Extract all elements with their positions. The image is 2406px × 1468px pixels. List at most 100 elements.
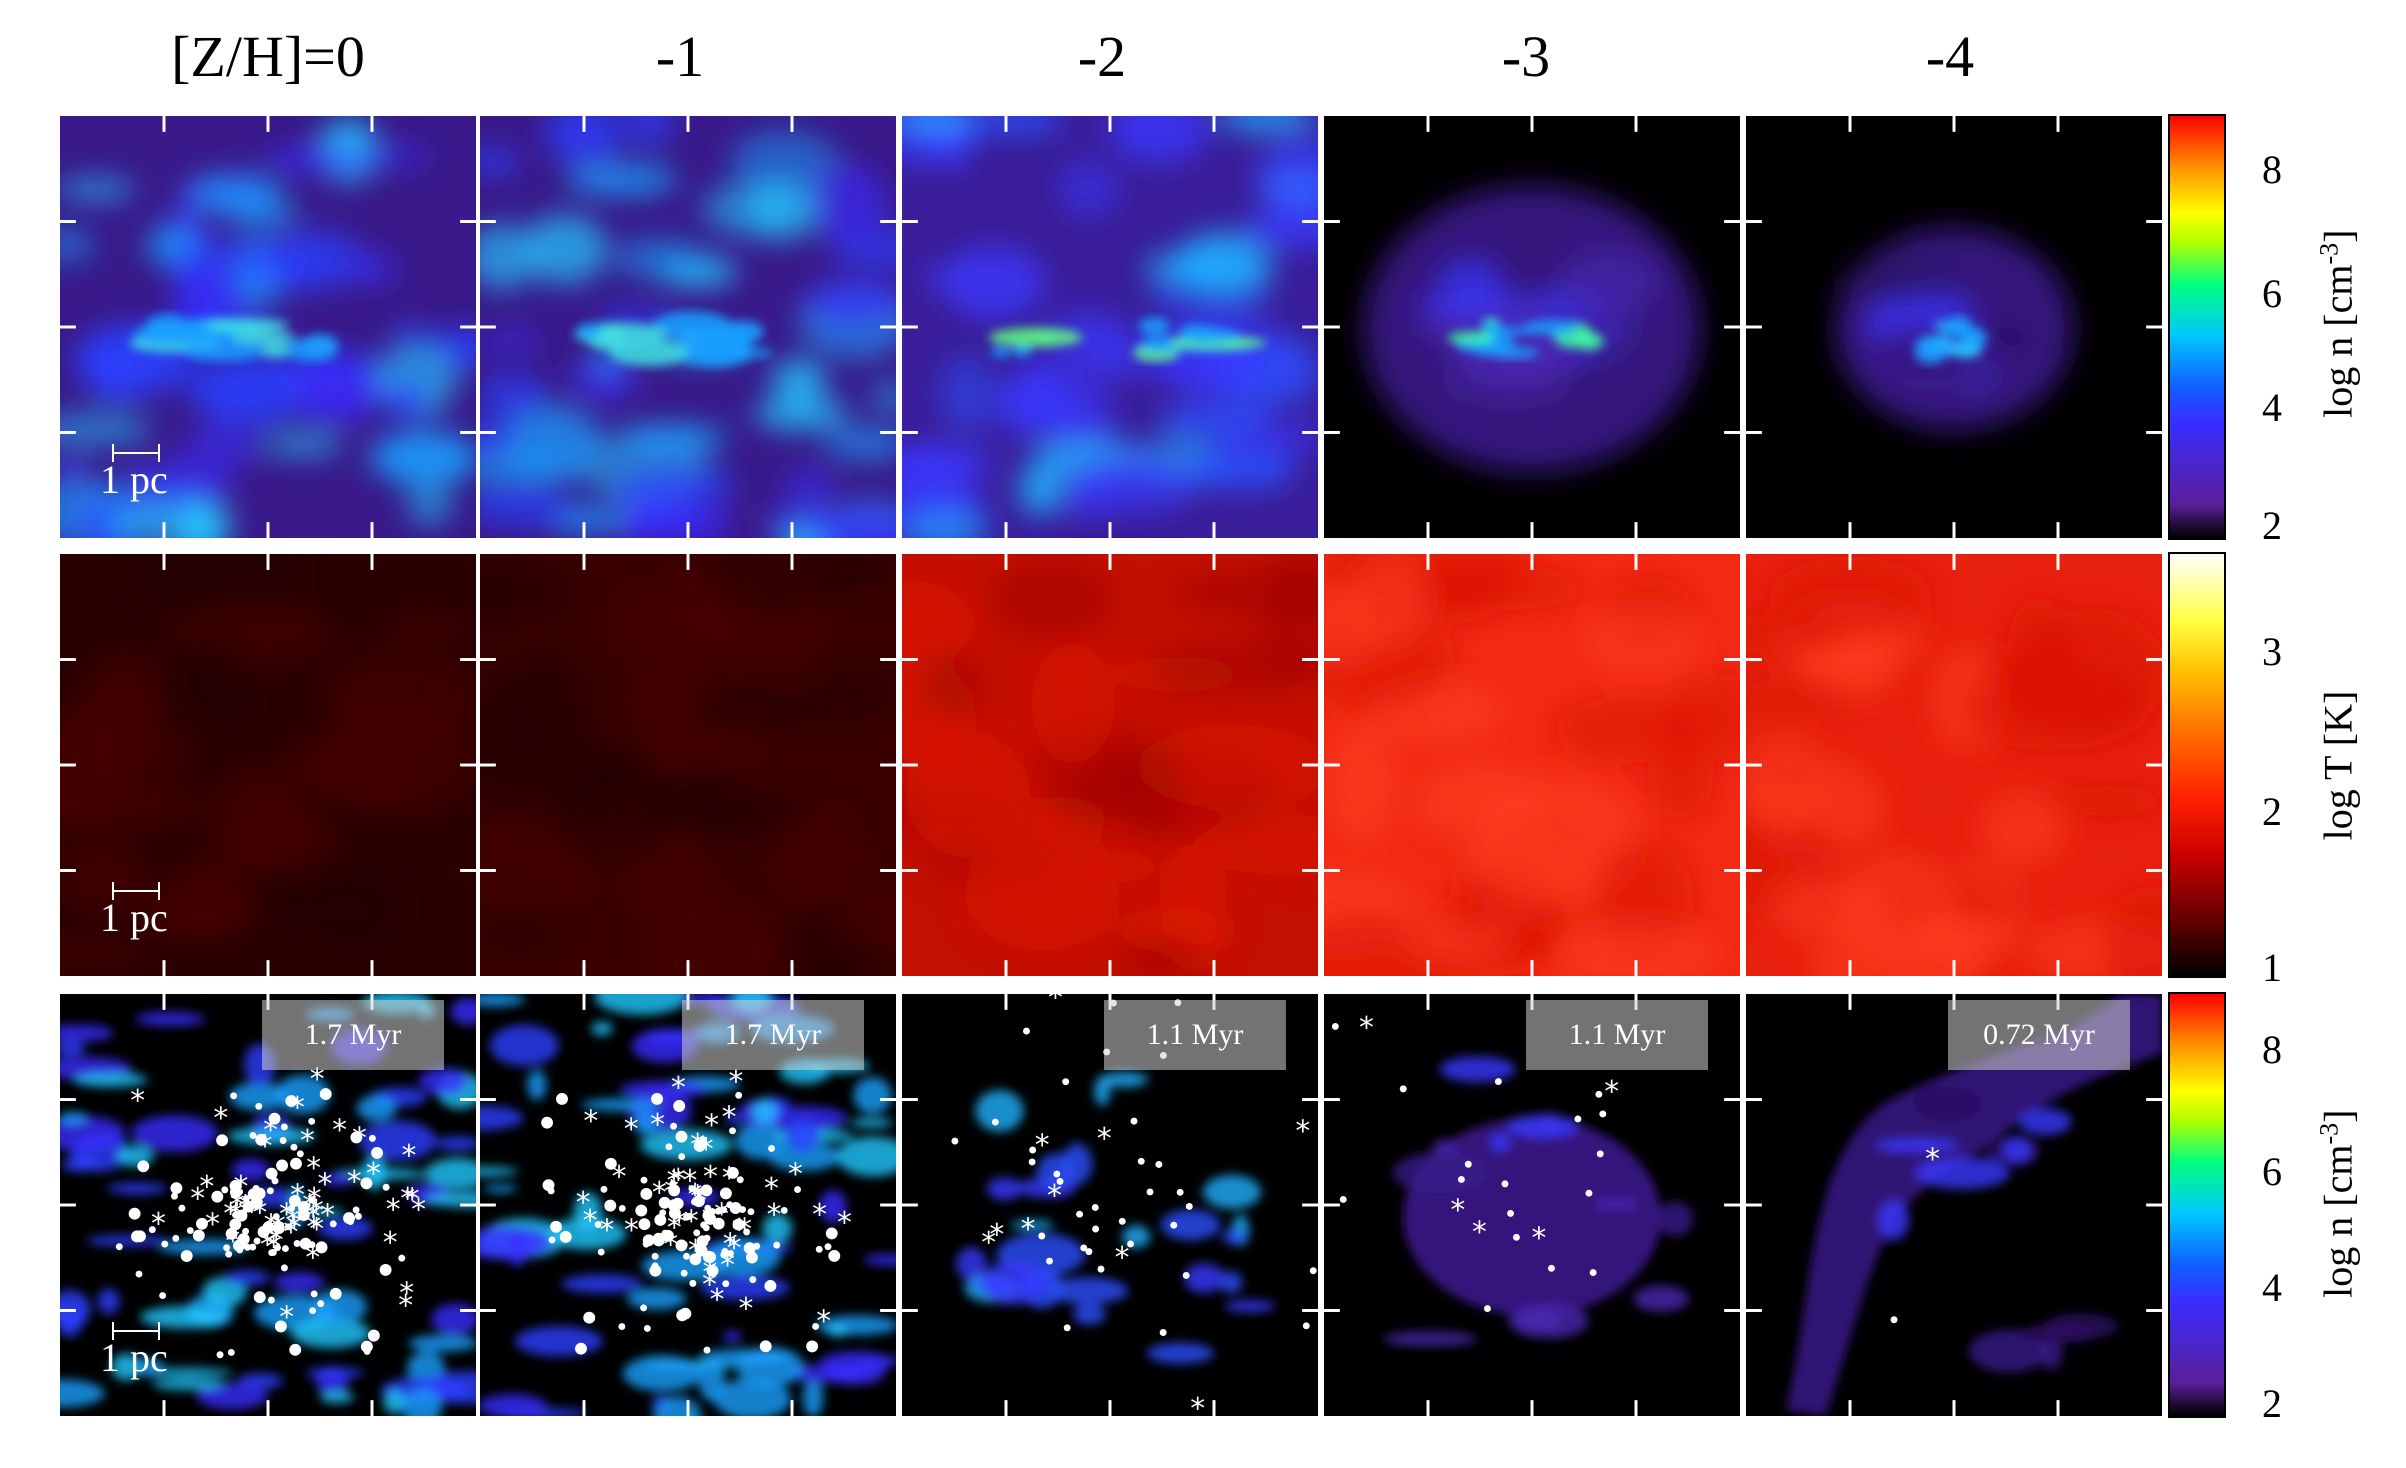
- svg-text:*: *: [1035, 1128, 1050, 1163]
- svg-text:*: *: [310, 1062, 325, 1097]
- panel-row2-col2: [478, 552, 898, 978]
- svg-text:*: *: [306, 1199, 321, 1234]
- svg-text:*: *: [690, 1127, 705, 1162]
- cb3-tick-8: 8: [2262, 1027, 2282, 1072]
- svg-text:*: *: [722, 1161, 737, 1196]
- column-title-z-3: -3: [1501, 24, 1551, 89]
- svg-text:*: *: [306, 1151, 321, 1186]
- colorbar-label-density-bottom: log n [cm-3]: [2314, 1109, 2361, 1298]
- svg-text:*: *: [1450, 1193, 1465, 1228]
- svg-text:*: *: [989, 1217, 1004, 1252]
- cb1-tick-8: 8: [2262, 147, 2282, 192]
- svg-text:*: *: [576, 1186, 591, 1221]
- svg-text:*: *: [710, 1282, 725, 1317]
- svg-text:*: *: [306, 1210, 321, 1245]
- svg-text:*: *: [332, 1113, 347, 1148]
- cb1-tick-4: 4: [2262, 385, 2282, 430]
- colorbar-temperature: [2168, 552, 2226, 978]
- panel-row3-col3: ***********1.1 Myr: [900, 992, 1320, 1418]
- panel-image-row2-col4: [1324, 554, 1740, 976]
- cb2-tick-2: 2: [2262, 789, 2282, 834]
- svg-text:*: *: [347, 1164, 362, 1199]
- svg-text:*: *: [213, 1101, 228, 1136]
- svg-text:*: *: [386, 1192, 401, 1227]
- svg-text:*: *: [1295, 1114, 1310, 1149]
- svg-text:*: *: [1115, 1241, 1130, 1276]
- panel-row2-col4: [1322, 552, 1742, 978]
- scale-bar-label: 1 pc: [100, 457, 168, 502]
- column-title-z-4: -4: [1925, 24, 1975, 89]
- svg-text:*: *: [612, 1159, 627, 1194]
- svg-text:*: *: [309, 1193, 324, 1228]
- svg-text:*: *: [981, 1225, 996, 1260]
- svg-text:*: *: [788, 1157, 803, 1192]
- svg-text:*: *: [816, 1304, 831, 1339]
- svg-text:*: *: [767, 1198, 782, 1233]
- time-label: 1.1 Myr: [1104, 1000, 1286, 1070]
- svg-text:*: *: [737, 1212, 752, 1247]
- svg-text:*: *: [205, 1207, 220, 1242]
- svg-text:*: *: [684, 1204, 699, 1239]
- svg-text:*: *: [672, 1205, 687, 1240]
- svg-text:*: *: [723, 1227, 738, 1262]
- svg-text:*: *: [190, 1182, 205, 1217]
- svg-text:*: *: [398, 1288, 413, 1323]
- panel-image-row2-col5: [1746, 554, 2162, 976]
- panel-row1-col2: [478, 114, 898, 540]
- panel-image-row1-col1: [60, 116, 476, 538]
- svg-text:*: *: [1925, 1142, 1940, 1177]
- svg-text:*: *: [383, 1226, 398, 1261]
- panel-image-row1-col2: [480, 116, 896, 538]
- panel-row2-col1: 1 pc: [58, 552, 478, 978]
- panel-image-row2-col1: [60, 554, 476, 976]
- svg-text:*: *: [727, 1231, 742, 1266]
- panel-row2-col3: [900, 552, 1320, 978]
- panel-image-row3-col3: ***********: [902, 994, 1318, 1416]
- svg-text:*: *: [702, 1267, 717, 1302]
- panel-image-row1-col5: [1746, 116, 2162, 538]
- svg-text:*: *: [151, 1207, 166, 1242]
- svg-text:*: *: [664, 1174, 679, 1209]
- svg-text:*: *: [366, 1157, 381, 1192]
- cb3-tick-4: 4: [2262, 1265, 2282, 1310]
- svg-text:*: *: [317, 1167, 332, 1202]
- time-label: 1.1 Myr: [1526, 1000, 1708, 1070]
- svg-text:*: *: [411, 1193, 426, 1228]
- svg-text:*: *: [722, 1100, 737, 1135]
- svg-text:*: *: [671, 1070, 686, 1105]
- svg-text:*: *: [1047, 1179, 1062, 1214]
- svg-text:*: *: [130, 1083, 145, 1118]
- scale-bar: [112, 1322, 160, 1340]
- svg-text:*: *: [738, 1291, 753, 1326]
- scale-bar: [112, 882, 160, 900]
- panel-image-row1-col3: [902, 116, 1318, 538]
- svg-text:*: *: [583, 1203, 598, 1238]
- svg-text:*: *: [599, 1213, 614, 1248]
- column-title-z-2: -2: [1077, 24, 1127, 89]
- svg-text:*: *: [1190, 1392, 1205, 1416]
- svg-text:*: *: [300, 1124, 315, 1159]
- svg-text:*: *: [624, 1213, 639, 1248]
- panel-row1-col5: [1744, 114, 2164, 540]
- panel-image-row1-col4: [1324, 116, 1740, 538]
- svg-text:*: *: [667, 1211, 682, 1246]
- panel-row1-col4: [1322, 114, 1742, 540]
- svg-text:*: *: [252, 1195, 267, 1230]
- svg-text:*: *: [399, 1276, 414, 1311]
- svg-text:*: *: [1604, 1075, 1619, 1110]
- svg-text:*: *: [699, 1132, 714, 1167]
- svg-text:*: *: [764, 1172, 779, 1207]
- svg-text:*: *: [728, 1064, 743, 1099]
- svg-text:*: *: [290, 1178, 305, 1213]
- svg-text:*: *: [1048, 994, 1063, 1015]
- colorbar-label-temperature: log T [K]: [2315, 690, 2361, 841]
- cb2-tick-3: 3: [2262, 629, 2282, 674]
- svg-text:*: *: [650, 1108, 665, 1143]
- colorbar-density-top: [2168, 114, 2226, 540]
- svg-text:*: *: [688, 1234, 703, 1269]
- cb3-tick-2: 2: [2262, 1381, 2282, 1426]
- svg-text:*: *: [1472, 1215, 1487, 1250]
- svg-text:*: *: [583, 1104, 598, 1139]
- svg-text:*: *: [1531, 1221, 1546, 1256]
